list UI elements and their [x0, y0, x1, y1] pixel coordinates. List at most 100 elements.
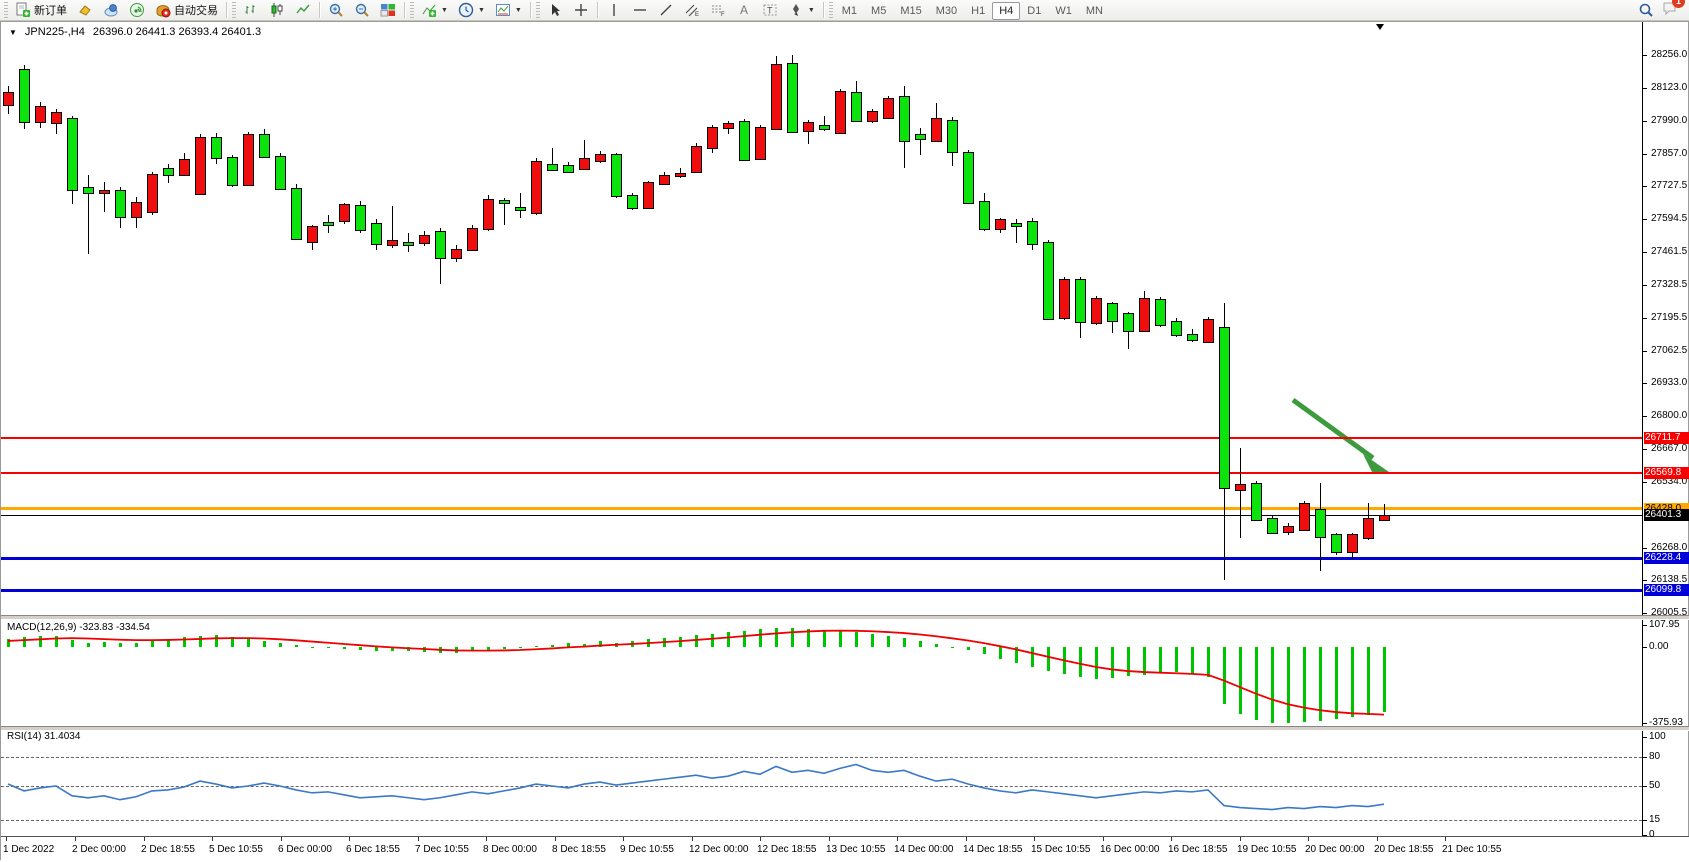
level-line-26569.8[interactable] [1, 472, 1642, 475]
level-line-26428.0[interactable] [1, 507, 1642, 511]
candle[interactable] [83, 187, 94, 195]
candle[interactable] [1139, 298, 1150, 333]
time-axis[interactable]: 1 Dec 2022 2 Dec 00:00 2 Dec 18:55 5 Dec 10… [1, 836, 1689, 862]
candle[interactable] [35, 105, 46, 123]
candle[interactable] [1203, 319, 1214, 343]
candle[interactable] [1123, 313, 1134, 333]
candle[interactable] [1155, 299, 1166, 326]
candle[interactable] [195, 136, 206, 195]
indicators-button[interactable]: ▼ [416, 0, 453, 21]
candle[interactable] [515, 206, 526, 211]
candle[interactable] [1059, 279, 1070, 319]
periods-button[interactable]: ▼ [453, 0, 490, 21]
candle[interactable] [547, 163, 558, 172]
auto-trading-button[interactable]: 自动交易 [150, 0, 223, 21]
crosshair-button[interactable] [568, 0, 594, 21]
candle[interactable] [483, 198, 494, 230]
text-button[interactable]: A [731, 0, 757, 21]
chart-title[interactable]: ▼ JPN225-,H4 26396.0 26441.3 26393.4 264… [9, 26, 261, 38]
candle[interactable] [579, 157, 590, 170]
candle[interactable] [1187, 334, 1198, 341]
new-order-button[interactable]: 新订单 [10, 0, 72, 21]
candle[interactable] [451, 248, 462, 260]
level-line-26099.8[interactable] [1, 588, 1642, 592]
candle[interactable] [1219, 326, 1230, 490]
indicators-dropdown[interactable]: ▼ [441, 6, 448, 14]
candlestick-chart-button[interactable] [264, 0, 290, 21]
candle[interactable] [467, 227, 478, 251]
candle[interactable] [1091, 298, 1102, 325]
candle[interactable] [707, 126, 718, 150]
candle[interactable] [307, 226, 318, 243]
candle[interactable] [259, 133, 270, 158]
candle[interactable] [3, 91, 14, 106]
level-line-26401.3[interactable] [1, 514, 1642, 516]
fibonacci-button[interactable]: F [705, 0, 731, 21]
candle[interactable] [99, 189, 110, 195]
text-label-button[interactable]: T [757, 0, 783, 21]
tile-windows-button[interactable] [375, 0, 401, 21]
zoom-in-button[interactable] [323, 0, 349, 21]
timeframe-d1[interactable]: D1 [1027, 5, 1042, 17]
trendline-button[interactable] [653, 0, 679, 21]
chart-window-button[interactable] [72, 0, 98, 21]
candle[interactable] [1171, 320, 1182, 336]
zoom-out-button[interactable] [349, 0, 375, 21]
level-line-26228.4[interactable] [1, 556, 1642, 560]
signal-button[interactable] [124, 0, 150, 21]
timeframe-m30[interactable]: M30 [935, 5, 958, 17]
candle[interactable] [787, 62, 798, 133]
candle[interactable] [979, 200, 990, 231]
timeframe-m15[interactable]: M15 [900, 5, 922, 17]
periods-dropdown[interactable]: ▼ [477, 6, 485, 14]
panel-splitter-rsi[interactable] [1, 726, 1689, 731]
candle[interactable] [243, 133, 254, 186]
candle[interactable] [1075, 279, 1086, 323]
candle[interactable] [19, 68, 30, 123]
bar-chart-button[interactable] [238, 0, 264, 21]
timeframe-h1[interactable]: H1 [971, 5, 986, 17]
candle[interactable] [755, 126, 766, 161]
candle[interactable] [643, 181, 654, 209]
cursor-button[interactable] [542, 0, 568, 21]
candle[interactable] [627, 194, 638, 210]
candle[interactable] [115, 189, 126, 218]
candle[interactable] [1283, 525, 1294, 533]
candle[interactable] [659, 175, 670, 186]
line-chart-button[interactable] [290, 0, 316, 21]
candle[interactable] [499, 199, 510, 204]
candle[interactable] [851, 91, 862, 123]
candle[interactable] [1027, 220, 1038, 245]
candle[interactable] [1107, 302, 1118, 323]
candle[interactable] [1011, 222, 1022, 227]
candle[interactable] [179, 158, 190, 176]
chart-dropdown-icon[interactable]: ▼ [9, 27, 17, 37]
candle[interactable] [1379, 514, 1390, 521]
candle[interactable] [67, 117, 78, 191]
candle[interactable] [739, 121, 750, 162]
profile-button[interactable] [98, 0, 124, 21]
candle[interactable] [675, 172, 686, 177]
candle[interactable] [387, 239, 398, 246]
timeframe-m1[interactable]: M1 [841, 5, 858, 17]
candle[interactable] [51, 111, 62, 125]
candle[interactable] [1251, 483, 1262, 521]
search-icon[interactable] [1638, 2, 1654, 18]
candle[interactable] [435, 231, 446, 260]
timeframe-m5[interactable]: M5 [871, 5, 887, 17]
candle[interactable] [995, 219, 1006, 231]
candle[interactable] [915, 133, 926, 140]
templates-button[interactable]: ▼ [490, 0, 527, 21]
candle[interactable] [691, 145, 702, 174]
notifications-button[interactable]: 1 [1662, 0, 1685, 21]
candle[interactable] [339, 204, 350, 223]
candle[interactable] [1331, 534, 1342, 553]
candle[interactable] [819, 124, 830, 130]
candle[interactable] [883, 97, 894, 120]
vertical-line-button[interactable] [601, 0, 627, 21]
timeframe-h4[interactable]: H4 [992, 2, 1021, 20]
candle[interactable] [867, 111, 878, 123]
candle[interactable] [211, 136, 222, 159]
channel-button[interactable]: E [679, 0, 705, 21]
candle[interactable] [531, 160, 542, 215]
